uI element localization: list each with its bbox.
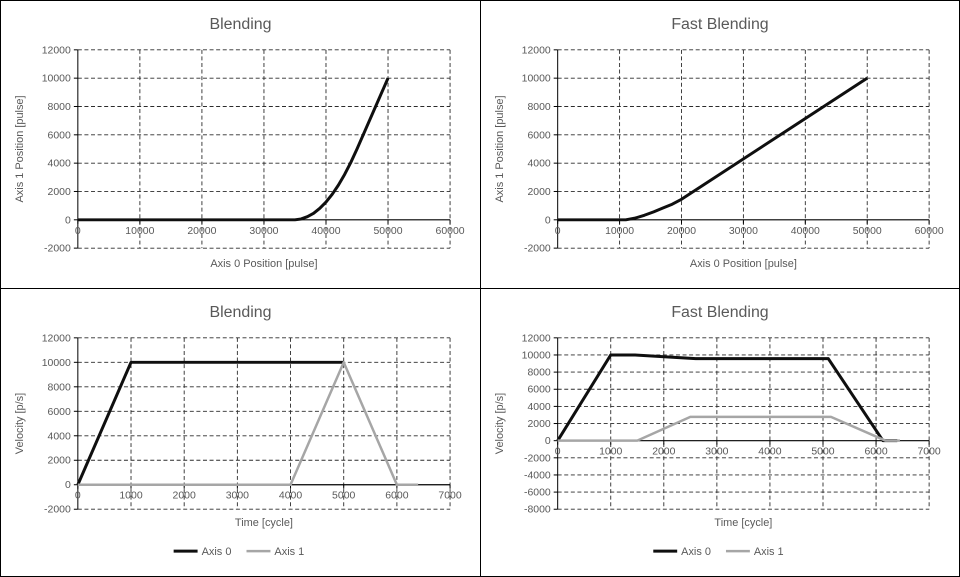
chart-position-blending: 0 10000 20000 30000 40000 50000 60000 -2000 0 200… [14,16,465,270]
y-tick-label: 4000 [527,402,550,413]
x-tick-label: 0 [75,226,81,237]
x-tick-label: 1000 [599,447,622,458]
series-line-axis-1 [77,361,419,486]
x-tick-label: 4000 [758,447,781,458]
x-tick-label: 5000 [811,447,834,458]
series-line-axis-0 [556,353,898,443]
y-tick-label: 2000 [48,187,71,198]
x-axis-title: Time [cycle] [714,517,772,529]
x-tick-label: 50000 [853,226,882,237]
y-tick-label: 4000 [48,159,71,170]
x-axis-title: Time [cycle] [235,517,293,529]
x-tick-label: 4000 [279,491,302,502]
x-tick-label: 1000 [119,491,142,502]
x-tick-label: 30000 [729,226,758,237]
y-tick-label: 8000 [48,382,71,393]
chart-cell-velocity-blending: 0 1000 2000 3000 4000 5000 6000 7000 -2000 0 2000 4… [1,289,480,576]
y-tick-label: 6000 [48,407,71,418]
y-tick-label: 12000 [42,333,71,344]
y-tick-label: -8000 [524,505,551,516]
quadrant-divider-horizontal [1,288,959,289]
chart-title: Fast Blending [671,304,768,321]
y-axis-title: Velocity [p/s] [14,393,26,454]
y-tick-label: 10000 [42,74,71,85]
chart-velocity-fast-blending: 0 1000 2000 3000 4000 5000 6000 7000 -8000 -6000 -… [494,304,941,558]
x-tick-label: 60000 [915,226,944,237]
y-tick-label: 6000 [527,130,550,141]
x-tick-label: 10000 [125,226,154,237]
x-tick-label: 6000 [864,447,887,458]
y-tick-label: 10000 [522,350,551,361]
y-tick-label: 4000 [527,159,550,170]
chart-cell-velocity-fast-blending: 0 1000 2000 3000 4000 5000 6000 7000 -8000 -6000 -… [481,289,959,576]
y-tick-label: -4000 [524,470,551,481]
chart-cell-position-blending: 0 10000 20000 30000 40000 50000 60000 -2000 0 200… [1,1,480,288]
x-tick-label: 0 [75,491,81,502]
x-tick-label: 2000 [173,491,196,502]
x-tick-label: 60000 [435,226,464,237]
legend-label-axis-0: Axis 0 [681,546,711,558]
y-tick-label: 4000 [48,431,71,442]
legend-label-axis-0: Axis 0 [202,546,232,558]
y-tick-label: 10000 [522,74,551,85]
x-tick-label: 0 [555,447,561,458]
x-axis-title: Axis 0 Position [pulse] [210,258,317,270]
y-tick-label: 12000 [522,333,551,344]
x-tick-label: 40000 [311,226,340,237]
x-tick-label: 7000 [438,491,461,502]
y-axis-title: Axis 1 Position [pulse] [14,95,26,202]
y-tick-label: 6000 [48,130,71,141]
x-tick-label: 7000 [918,447,941,458]
chart-title: Fast Blending [671,16,768,33]
chart-title: Blending [209,304,271,321]
x-axis-title: Axis 0 Position [pulse] [690,258,797,270]
y-tick-label: 8000 [48,102,71,113]
x-tick-label: 40000 [791,226,820,237]
y-tick-label: 12000 [522,45,551,56]
x-tick-label: 50000 [373,226,402,237]
x-tick-label: 30000 [249,226,278,237]
y-tick-label: 8000 [527,102,550,113]
x-tick-label: 20000 [667,226,696,237]
y-tick-label: 0 [545,215,551,226]
chart-position-fast-blending: 0 10000 20000 30000 40000 50000 60000 -2000 0 200… [494,16,944,270]
x-tick-label: 5000 [332,491,355,502]
y-tick-label: -2000 [44,505,71,516]
y-tick-label: 6000 [527,385,550,396]
y-tick-label: 2000 [48,456,71,467]
x-tick-label: 10000 [605,226,634,237]
y-tick-label: -2000 [44,244,71,255]
series-line-axis-1-position-vs-axis-0-position [557,76,869,222]
x-tick-label: 3000 [226,491,249,502]
chart-velocity-blending: 0 1000 2000 3000 4000 5000 6000 7000 -2000 0 2000 4… [14,304,462,558]
y-tick-label: 0 [65,215,71,226]
y-tick-label: 10000 [42,358,71,369]
y-axis-title: Axis 1 Position [pulse] [494,95,506,202]
y-tick-label: 2000 [527,187,550,198]
y-tick-label: 0 [65,480,71,491]
x-tick-label: 0 [555,226,561,237]
x-tick-label: 20000 [187,226,216,237]
legend-label-axis-1: Axis 1 [754,546,784,558]
y-tick-label: 8000 [527,368,550,379]
y-tick-label: -2000 [524,244,551,255]
y-axis-title: Velocity [p/s] [494,393,506,454]
y-tick-label: -6000 [524,488,551,499]
y-tick-label: 12000 [42,45,71,56]
x-tick-label: 2000 [652,447,675,458]
x-tick-label: 6000 [385,491,408,502]
chart-cell-position-fast-blending: 0 10000 20000 30000 40000 50000 60000 -2000 0 200… [481,1,959,288]
legend-label-axis-1: Axis 1 [274,546,304,558]
x-tick-label: 3000 [705,447,728,458]
y-tick-label: 2000 [527,419,550,430]
series-line-axis-1 [557,415,900,442]
y-tick-label: 0 [545,436,551,447]
chart-title: Blending [209,16,271,33]
y-tick-label: -2000 [524,453,551,464]
series-line-axis-1-position-vs-axis-0-position [77,77,390,222]
series-line-axis-0 [76,360,344,486]
